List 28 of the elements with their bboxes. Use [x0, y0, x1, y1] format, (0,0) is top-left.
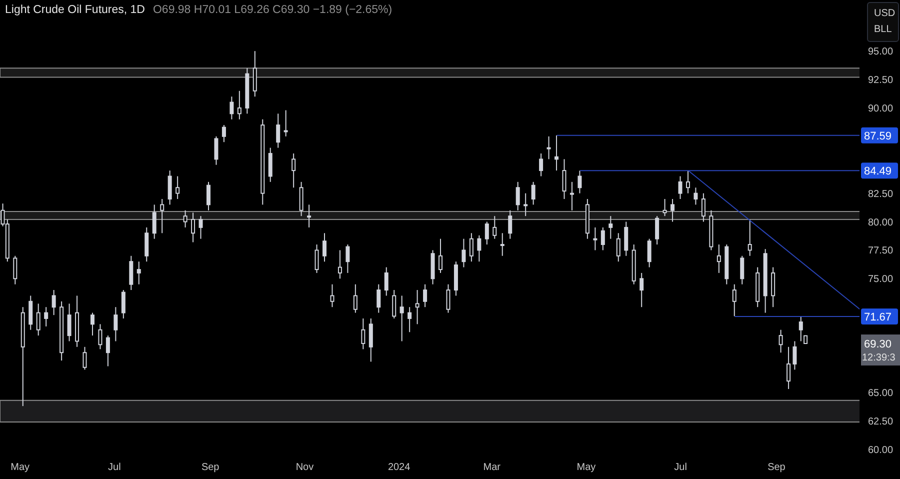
series-label: 84.49	[864, 166, 892, 178]
x-tick-label: 2024	[388, 462, 411, 474]
x-tick-label: Mar	[483, 462, 502, 474]
y-tick-label: 80.00	[868, 217, 894, 228]
x-tick-label: May	[10, 462, 30, 474]
text: BLL	[874, 23, 893, 37]
x-tick-label: Jul	[674, 462, 687, 474]
chart-subtitle: O69.98 H70.01 L69.26 C69.30 −1.89 (−2.65%)	[152, 4, 392, 16]
series-label: 87.59	[864, 130, 892, 142]
text: 12:39:3	[862, 352, 896, 364]
x-tick-label: Jul	[108, 462, 121, 474]
chart-title: Light Crude Oil Futures, 1D	[5, 4, 145, 16]
x-tick-label: Sep	[201, 462, 220, 474]
y-tick-label: 60.00	[868, 444, 894, 456]
y-tick-label: 75.00	[868, 274, 894, 286]
y-tick-label: 82.50	[868, 188, 894, 200]
x-tick-label: May	[576, 462, 596, 474]
series-label: 71.67	[864, 312, 892, 324]
x-tick-label: Nov	[296, 462, 314, 474]
y-tick-label: 77.50	[868, 246, 894, 257]
y-tick-label: 92.50	[868, 75, 894, 86]
y-tick-label: 95.00	[868, 46, 894, 58]
y-tick-label: 90.00	[868, 104, 894, 115]
x-tick-label: Sep	[768, 462, 786, 474]
text: 69.30	[864, 338, 892, 350]
text: USD	[874, 7, 896, 21]
y-tick-label: 62.50	[868, 416, 894, 428]
y-tick-label: 65.00	[868, 388, 894, 399]
